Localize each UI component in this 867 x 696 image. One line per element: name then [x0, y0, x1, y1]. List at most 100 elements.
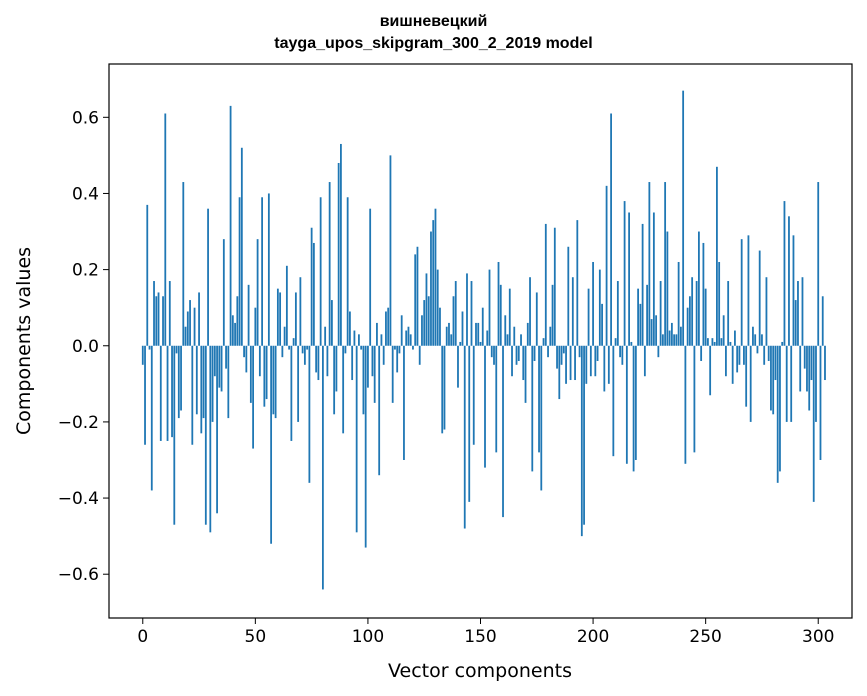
- bar: [758, 250, 761, 346]
- bar: [549, 326, 552, 346]
- bar: [736, 345, 739, 373]
- bar: [504, 315, 507, 346]
- bar: [261, 197, 264, 346]
- bar: [484, 345, 486, 468]
- bar: [817, 182, 820, 346]
- bar: [691, 277, 694, 346]
- bar: [709, 345, 712, 396]
- bar: [675, 334, 678, 346]
- bar: [533, 345, 536, 361]
- bar: [725, 345, 727, 377]
- bar: [387, 307, 390, 346]
- bar: [743, 345, 745, 365]
- bar: [610, 113, 612, 346]
- bar: [493, 345, 495, 365]
- bar: [560, 345, 563, 365]
- bar: [779, 345, 781, 472]
- bar: [409, 334, 412, 346]
- bar: [515, 345, 518, 365]
- bar: [351, 345, 354, 381]
- bar: [738, 345, 741, 365]
- bar: [745, 345, 748, 407]
- bar: [389, 155, 392, 346]
- bar: [639, 303, 642, 346]
- bar: [270, 345, 273, 544]
- bar: [457, 345, 459, 388]
- bar: [716, 166, 718, 346]
- bar: [718, 261, 721, 346]
- y-tick-label: 0.6: [72, 108, 99, 128]
- bar: [547, 345, 549, 358]
- bar: [294, 292, 297, 346]
- bar: [511, 345, 513, 377]
- bar: [281, 345, 284, 358]
- bar: [450, 334, 453, 346]
- bar: [292, 338, 295, 346]
- bar: [734, 330, 736, 346]
- bar: [785, 345, 788, 422]
- bar: [731, 345, 734, 384]
- bar: [301, 345, 304, 354]
- bar: [186, 311, 189, 346]
- bar: [229, 105, 232, 346]
- y-tick-label: −0.4: [58, 489, 99, 509]
- bar: [218, 345, 221, 388]
- bar: [283, 326, 286, 346]
- bar: [700, 345, 703, 361]
- bar: [436, 269, 439, 346]
- bar: [376, 322, 378, 346]
- bar: [806, 345, 808, 392]
- bar: [326, 345, 329, 377]
- bar: [159, 345, 162, 441]
- bar: [303, 345, 306, 365]
- bar: [441, 345, 444, 434]
- bar: [526, 322, 529, 346]
- bar: [623, 201, 626, 346]
- bar: [574, 345, 576, 381]
- bar: [247, 284, 250, 346]
- bar: [792, 235, 795, 346]
- bar: [542, 338, 545, 346]
- bar: [164, 113, 167, 346]
- bar: [177, 345, 180, 419]
- bar: [821, 296, 824, 346]
- bar: [297, 345, 300, 422]
- x-axis: 0 50 100 150 200 250 300: [137, 618, 834, 647]
- bar: [646, 284, 649, 346]
- bar: [157, 292, 160, 346]
- bar: [236, 296, 239, 346]
- bar: [315, 345, 318, 373]
- bar: [695, 281, 698, 346]
- bar: [335, 345, 338, 392]
- bar: [412, 345, 414, 350]
- bar: [180, 345, 182, 411]
- bar: [535, 292, 538, 346]
- bar: [522, 345, 525, 381]
- bar: [231, 315, 234, 346]
- bar: [407, 326, 410, 346]
- bar: [319, 197, 322, 346]
- bar: [209, 345, 212, 533]
- bar: [443, 345, 446, 430]
- bar: [396, 345, 399, 373]
- bar: [195, 345, 198, 415]
- bar: [628, 212, 631, 346]
- bar: [362, 345, 365, 415]
- bar: [193, 307, 196, 346]
- bar: [722, 315, 725, 346]
- bar: [641, 223, 644, 346]
- bar: [585, 345, 588, 384]
- chart-subtitle: tayga_upos_skipgram_300_2_2019 model: [274, 35, 593, 52]
- bar: [495, 345, 498, 453]
- bar: [403, 345, 405, 460]
- y-tick-label: −0.6: [58, 565, 99, 585]
- bar: [752, 326, 754, 346]
- plot-frame: [108, 63, 853, 619]
- bar: [290, 345, 293, 441]
- bar: [612, 345, 615, 457]
- bar: [513, 326, 516, 346]
- bar: [556, 345, 558, 369]
- bar: [355, 345, 358, 533]
- bar: [463, 345, 466, 529]
- bar: [812, 345, 815, 502]
